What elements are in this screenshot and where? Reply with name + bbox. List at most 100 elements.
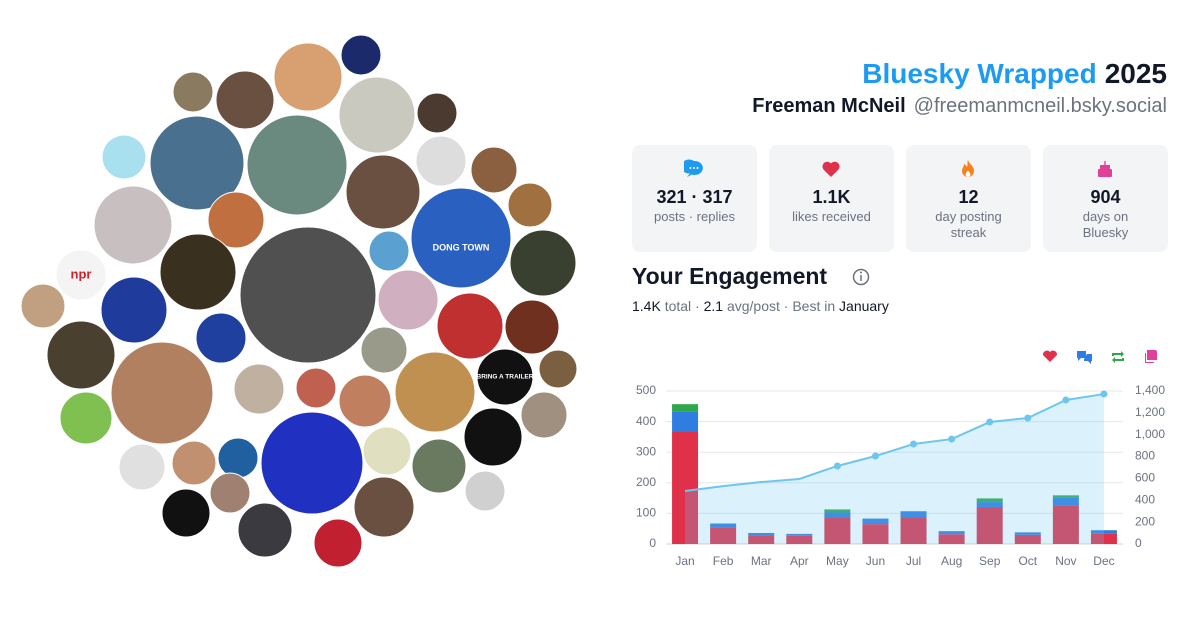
avatar bbox=[476, 348, 534, 406]
bar-segment bbox=[1090, 533, 1117, 544]
avatar bbox=[93, 185, 173, 265]
line-point bbox=[986, 418, 994, 426]
bar-segment bbox=[900, 511, 927, 518]
y-tick-label: 300 bbox=[636, 444, 656, 458]
y-tick-label: 0 bbox=[649, 536, 656, 550]
avatar bbox=[436, 292, 504, 360]
chart: 0 100 200 300 400 500 0 200 400 600 800 1,000 1,200 1… bbox=[636, 350, 1165, 568]
avatar bbox=[100, 276, 168, 344]
stat-icon bbox=[962, 160, 974, 177]
stat-value: 12 bbox=[958, 187, 979, 207]
avatar-text: DONG TOWN bbox=[433, 242, 490, 252]
y2-tick-label: 200 bbox=[1135, 514, 1155, 528]
y2-tick-label: 600 bbox=[1135, 471, 1155, 485]
avatar bbox=[246, 114, 348, 216]
user-line: Freeman McNeil @freemanmcneil.bsky.social bbox=[752, 95, 1167, 117]
legend-icon[interactable] bbox=[1112, 351, 1124, 363]
avatar bbox=[338, 76, 416, 154]
x-tick-label: Nov bbox=[1055, 554, 1076, 568]
y-tick-label: 400 bbox=[636, 414, 656, 428]
bar-segment bbox=[1052, 495, 1079, 498]
line-point bbox=[910, 440, 918, 448]
avatar bbox=[464, 470, 506, 512]
bar-segment bbox=[1014, 534, 1041, 544]
avatar bbox=[416, 92, 458, 134]
legend-icon[interactable] bbox=[1042, 350, 1058, 362]
avatar bbox=[207, 191, 265, 249]
stat-value: 904 bbox=[1090, 187, 1121, 207]
avatar bbox=[260, 411, 364, 515]
bar-segment bbox=[672, 404, 699, 412]
avatar bbox=[470, 146, 518, 194]
x-tick-label: Jul bbox=[906, 554, 921, 568]
stat-label: posts · replies bbox=[654, 209, 735, 224]
info-icon-dot bbox=[860, 271, 862, 274]
info-icon-ring bbox=[852, 268, 870, 286]
line-point bbox=[871, 452, 879, 460]
line bbox=[684, 393, 1105, 492]
stat-icon bbox=[1098, 161, 1112, 177]
avatar bbox=[368, 230, 410, 272]
legend-icon[interactable] bbox=[1077, 351, 1092, 364]
avatar bbox=[20, 283, 66, 329]
area bbox=[685, 394, 1104, 544]
avatar bbox=[101, 134, 147, 180]
avatar bbox=[217, 437, 259, 479]
avatar bbox=[507, 182, 553, 228]
avatar bbox=[237, 502, 293, 558]
avatar bbox=[353, 476, 415, 538]
avatar bbox=[520, 391, 568, 439]
x-tick-label: Feb bbox=[713, 554, 734, 568]
avatar bbox=[161, 488, 211, 538]
line-point bbox=[833, 462, 841, 470]
y2-tick-label: 400 bbox=[1135, 492, 1155, 506]
avatar-text: BRING A TRAILER bbox=[477, 374, 534, 381]
bar-segment bbox=[824, 512, 851, 518]
avatar bbox=[360, 326, 408, 374]
avatar bbox=[340, 34, 382, 76]
y-tick-label: 500 bbox=[636, 383, 656, 397]
stat-value: 321 · 317 bbox=[656, 187, 733, 207]
bar-segment bbox=[710, 523, 737, 528]
bar-segment bbox=[976, 506, 1003, 544]
avatar bbox=[172, 71, 214, 113]
bar-segment bbox=[1052, 497, 1079, 506]
avatar bbox=[159, 233, 237, 311]
avatar bbox=[377, 269, 439, 331]
x-tick-label: May bbox=[826, 554, 849, 568]
bar-segment bbox=[786, 535, 813, 544]
bar-segment bbox=[976, 502, 1003, 507]
legend-icon[interactable] bbox=[1145, 350, 1157, 363]
x-tick-label: Oct bbox=[1018, 554, 1037, 568]
avatar bbox=[411, 438, 467, 494]
avatar bbox=[313, 518, 363, 568]
summary-part: January bbox=[839, 298, 889, 314]
avatar bbox=[509, 229, 577, 297]
line-point bbox=[1100, 390, 1108, 398]
bar-segment bbox=[748, 535, 775, 544]
title-brand: Bluesky Wrapped bbox=[862, 58, 1096, 89]
title-year: 2025 bbox=[1105, 58, 1167, 89]
bar-segment bbox=[824, 509, 851, 513]
bar-segment bbox=[938, 534, 965, 544]
y-tick-label: 100 bbox=[636, 506, 656, 520]
avatar-cloud: npr BRING A TRAILER DONG TOWN bbox=[20, 34, 578, 568]
avatar bbox=[410, 187, 512, 289]
bar-segment bbox=[672, 431, 699, 544]
x-tick-label: Mar bbox=[751, 554, 772, 568]
stat-icon bbox=[684, 159, 703, 177]
bar-segment bbox=[862, 518, 889, 525]
info-icon[interactable] bbox=[852, 268, 870, 286]
summary: 1.4K total · 2.1 avg/post · Best in Janu… bbox=[632, 298, 889, 314]
stat-card: 12 day posting streak bbox=[906, 145, 1031, 252]
avatar bbox=[538, 349, 578, 389]
bar-segment bbox=[672, 411, 699, 432]
summary-part: avg/post · Best in bbox=[723, 298, 839, 314]
bar-segment bbox=[938, 531, 965, 535]
title: Bluesky Wrapped 2025 bbox=[862, 58, 1167, 89]
summary-part: total · bbox=[661, 298, 704, 314]
bar-segment bbox=[748, 532, 775, 536]
